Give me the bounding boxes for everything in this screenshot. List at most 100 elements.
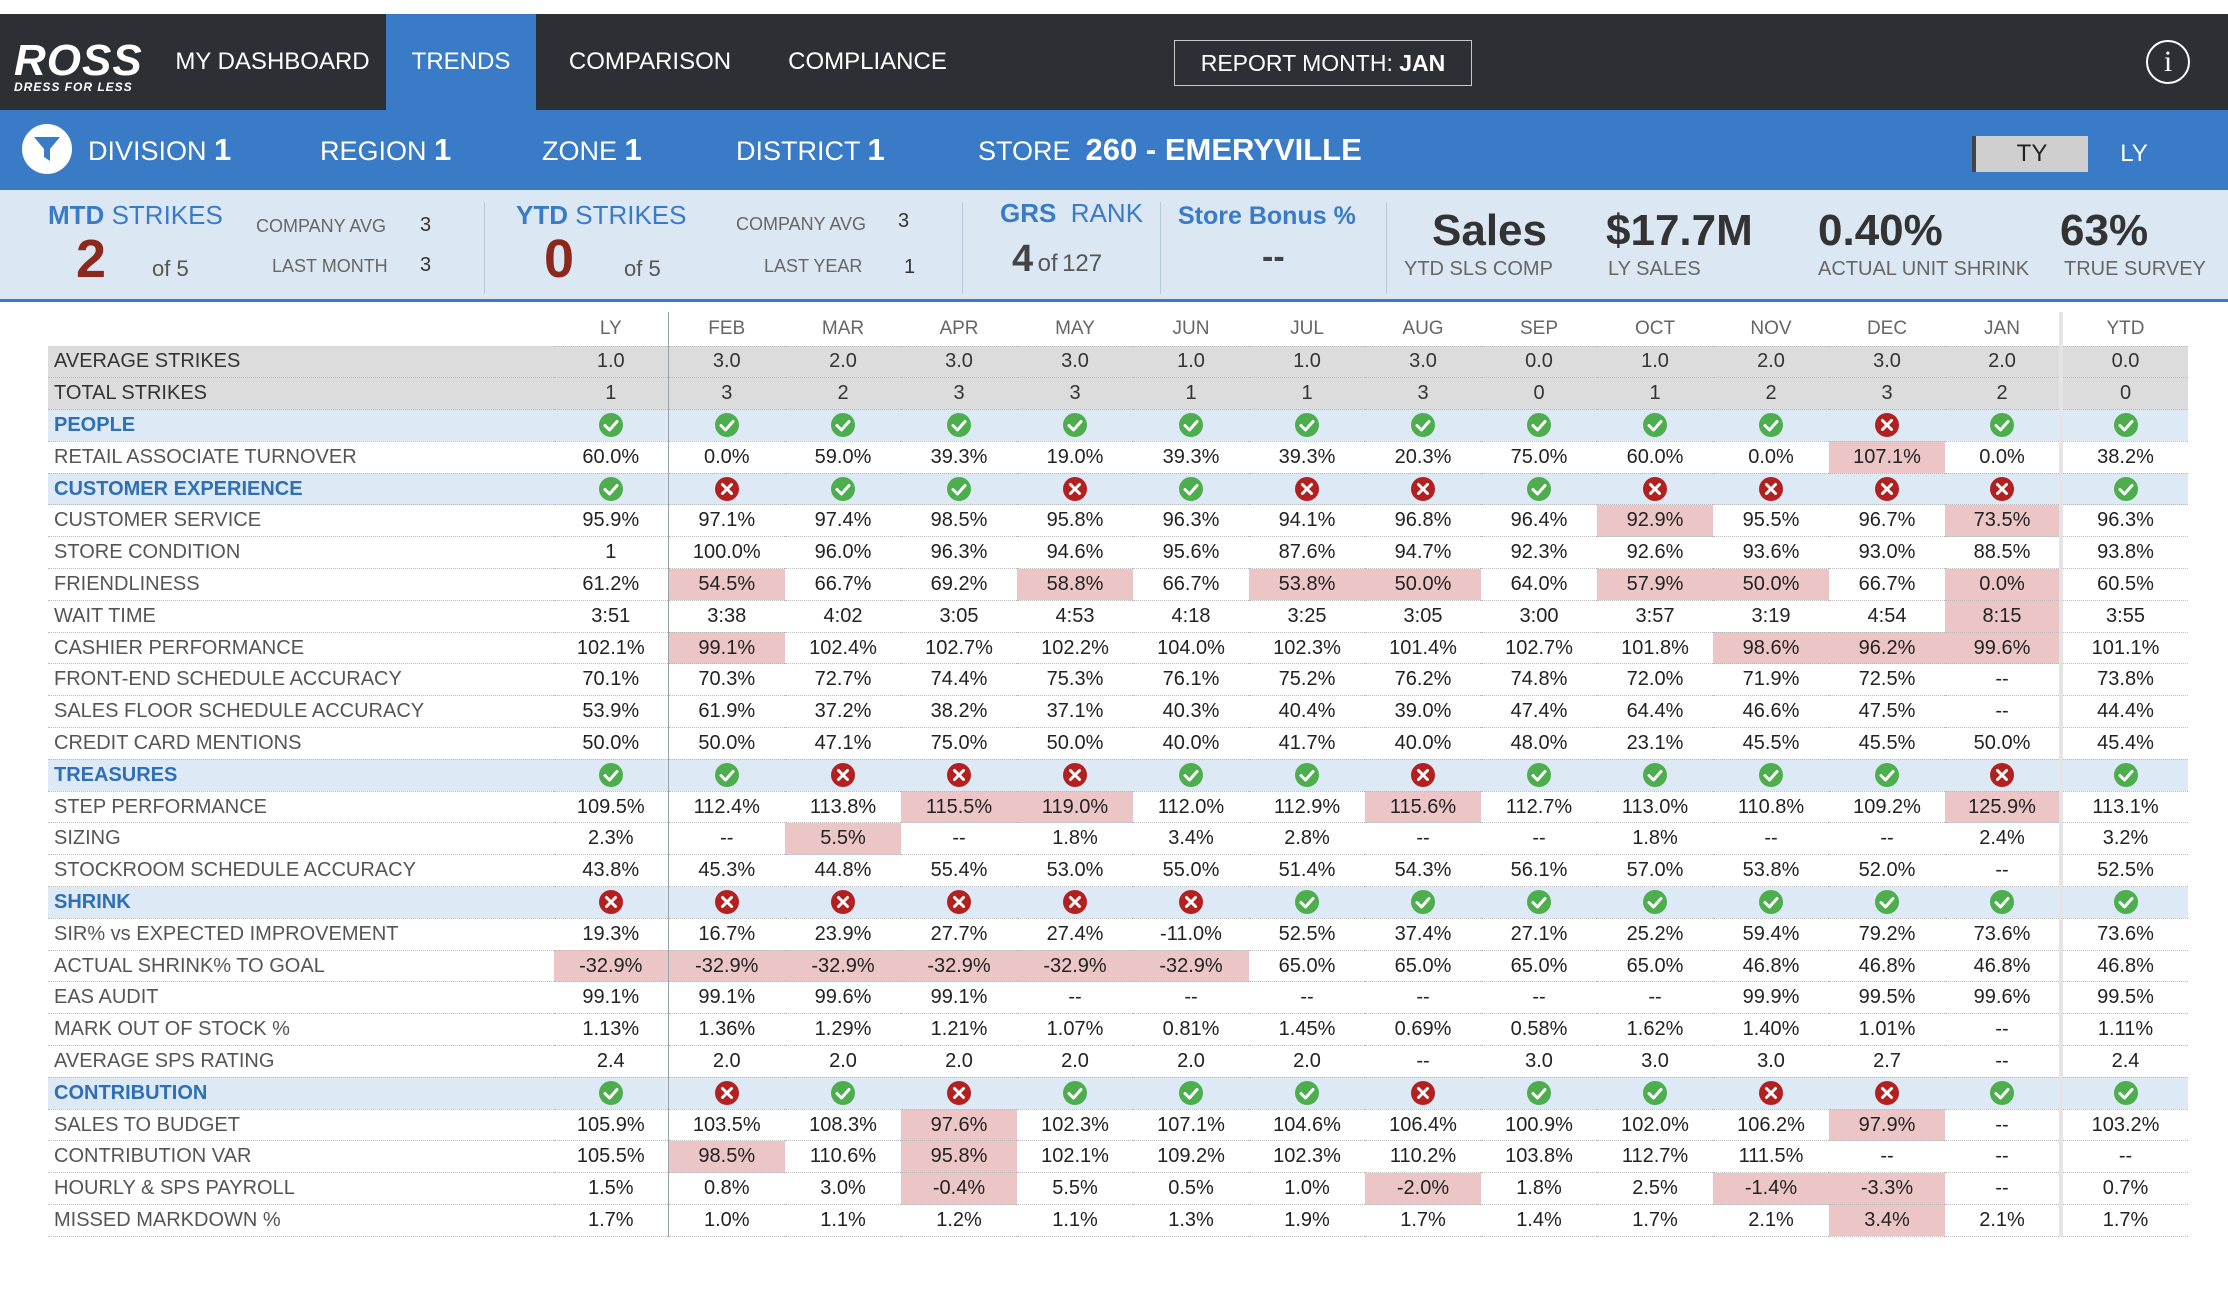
filter-store[interactable]: STORE 260 - EMERYVILLE xyxy=(978,110,1362,190)
value-cell: 44.8% xyxy=(785,854,901,888)
nav-comparison[interactable]: COMPARISON xyxy=(568,48,732,75)
value-cell: 96.4% xyxy=(1481,504,1597,538)
check-circle-icon xyxy=(1759,890,1783,915)
nav-my-dashboard[interactable]: MY DASHBOARD xyxy=(175,48,370,75)
value-cell: 19.0% xyxy=(1017,441,1133,474)
value-cell: 2.0 xyxy=(901,1045,1017,1078)
row-label[interactable]: PEOPLE xyxy=(48,409,554,442)
value-cell: 99.1% xyxy=(667,632,785,665)
filter-icon[interactable] xyxy=(22,124,72,174)
check-circle-icon xyxy=(1875,763,1899,788)
row-label[interactable]: CUSTOMER EXPERIENCE xyxy=(48,473,554,506)
district-value: 1 xyxy=(867,132,885,167)
status-cell xyxy=(1481,473,1597,506)
table-row: STEP PERFORMANCE 109.5% 112.4% 113.8% 115.5%… xyxy=(48,791,2188,824)
x-circle-icon xyxy=(1759,477,1783,502)
status-cell xyxy=(1597,1077,1713,1110)
value-cell: 66.7% xyxy=(785,568,901,601)
table-row: FRIENDLINESS 61.2% 54.5% 66.7% 69.2% 58.8% 66.… xyxy=(48,568,2188,601)
value-cell: 5.5% xyxy=(1017,1172,1133,1206)
filter-division[interactable]: DIVISION 1 xyxy=(88,110,231,190)
column-header-ly[interactable]: LY xyxy=(554,312,668,347)
ty-toggle[interactable]: TY xyxy=(1972,136,2088,172)
ly-sales-label: LY SALES xyxy=(1608,258,1701,280)
status-cell xyxy=(1829,886,1945,919)
column-header-aug[interactable]: AUG xyxy=(1365,312,1481,347)
row-label: AVERAGE SPS RATING xyxy=(48,1045,554,1078)
table-header-row: LY FEB MAR APR MAY JUN JUL AUG SEP OCT NOV DEC JAN YT… xyxy=(48,312,2188,347)
column-header-mar[interactable]: MAR xyxy=(785,312,901,347)
table-row: STORE CONDITION 1 100.0% 96.0% 96.3% 94.6% 95.… xyxy=(48,536,2188,570)
column-header-ytd[interactable]: YTD xyxy=(2059,312,2188,347)
filter-region[interactable]: REGION 1 xyxy=(320,110,451,190)
sales-title: Sales xyxy=(1432,206,1547,255)
section-row: TREASURES xyxy=(48,759,2188,792)
info-icon[interactable]: i xyxy=(2146,40,2190,84)
column-header-feb[interactable]: FEB xyxy=(667,312,785,347)
row-label[interactable]: TREASURES xyxy=(48,759,554,792)
ly-toggle[interactable]: LY xyxy=(2120,140,2148,167)
nav-trends[interactable]: TRENDS xyxy=(386,14,536,110)
value-cell: 54.5% xyxy=(667,568,785,601)
value-cell: 60.5% xyxy=(2059,568,2188,601)
value-cell: 1.11% xyxy=(2059,1013,2188,1047)
value-cell: 1 xyxy=(554,377,668,411)
column-header-jun[interactable]: JUN xyxy=(1133,312,1249,347)
report-month-selector[interactable]: REPORT MONTH: JAN xyxy=(1174,40,1472,86)
value-cell: -- xyxy=(1945,1013,2061,1047)
nav-compliance[interactable]: COMPLIANCE xyxy=(788,48,947,75)
row-label: CONTRIBUTION VAR xyxy=(48,1140,554,1174)
value-cell: 76.2% xyxy=(1365,663,1481,697)
value-cell: 104.6% xyxy=(1249,1109,1365,1142)
value-cell: 45.5% xyxy=(1829,727,1945,760)
value-cell: 1.21% xyxy=(901,1013,1017,1047)
value-cell: 96.3% xyxy=(1133,504,1249,538)
value-cell: 3.0 xyxy=(901,346,1017,379)
value-cell: 101.1% xyxy=(2059,632,2188,665)
logo-wordmark: ROSS xyxy=(14,36,143,85)
ross-logo[interactable]: ROSS DRESS FOR LESS xyxy=(14,36,144,98)
value-cell: 97.9% xyxy=(1829,1109,1945,1142)
row-label: STOCKROOM SCHEDULE ACCURACY xyxy=(48,854,554,888)
value-cell: 40.4% xyxy=(1249,695,1365,729)
status-cell xyxy=(667,886,785,919)
value-cell: -- xyxy=(1597,981,1713,1015)
value-cell: 3.4% xyxy=(1133,822,1249,856)
mtd-company-avg-label: COMPANY AVG xyxy=(256,216,387,236)
column-header-nov[interactable]: NOV xyxy=(1713,312,1829,347)
value-cell: 2.3% xyxy=(554,822,668,856)
filter-zone[interactable]: ZONE 1 xyxy=(542,110,642,190)
status-cell xyxy=(1481,1077,1597,1110)
table-row: CASHIER PERFORMANCE 102.1% 99.1% 102.4% 102.… xyxy=(48,632,2188,665)
value-cell: -0.4% xyxy=(901,1172,1017,1206)
value-cell: 0.8% xyxy=(667,1172,785,1206)
value-cell: 1.0% xyxy=(1249,1172,1365,1206)
value-cell: 2.4 xyxy=(2059,1045,2188,1078)
column-header-may[interactable]: MAY xyxy=(1017,312,1133,347)
row-label[interactable]: SHRINK xyxy=(48,886,554,919)
column-header-dec[interactable]: DEC xyxy=(1829,312,1945,347)
value-cell: -- xyxy=(1365,1045,1481,1078)
value-cell: 46.8% xyxy=(1945,950,2061,983)
status-cell xyxy=(1713,886,1829,919)
column-header-oct[interactable]: OCT xyxy=(1597,312,1713,347)
filter-district[interactable]: DISTRICT 1 xyxy=(736,110,885,190)
column-header-sep[interactable]: SEP xyxy=(1481,312,1597,347)
x-circle-icon xyxy=(947,890,971,915)
value-cell: 74.8% xyxy=(1481,663,1597,697)
column-header-apr[interactable]: APR xyxy=(901,312,1017,347)
status-cell xyxy=(667,473,785,506)
value-cell: -32.9% xyxy=(901,950,1017,983)
row-label: SALES TO BUDGET xyxy=(48,1109,554,1142)
value-cell: 95.9% xyxy=(554,504,668,538)
column-header-jul[interactable]: JUL xyxy=(1249,312,1365,347)
value-cell: 27.1% xyxy=(1481,918,1597,951)
status-cell xyxy=(1945,409,2061,442)
value-cell: 69.2% xyxy=(901,568,1017,601)
value-cell: 3 xyxy=(1017,377,1133,411)
check-circle-icon xyxy=(1179,763,1203,788)
value-cell: 61.2% xyxy=(554,568,668,601)
row-label[interactable]: CONTRIBUTION xyxy=(48,1077,554,1110)
column-header-jan[interactable]: JAN xyxy=(1945,312,2061,347)
check-circle-icon xyxy=(1527,413,1551,438)
